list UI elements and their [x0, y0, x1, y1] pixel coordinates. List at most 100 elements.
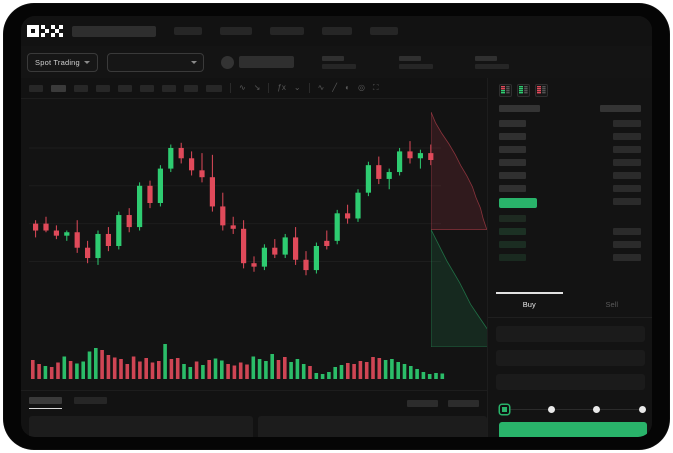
timeframe-6[interactable] [140, 84, 154, 92]
orderbook-ask-price[interactable] [499, 120, 526, 127]
nav-item-2[interactable] [220, 27, 252, 35]
orderbook-ask-size[interactable] [613, 120, 641, 127]
market-subheader: Spot Trading [21, 46, 652, 78]
top-navigation-bar [21, 16, 652, 46]
orders-tab-history[interactable] [74, 397, 107, 404]
tab-buy[interactable]: Buy [488, 292, 571, 317]
search-input[interactable] [72, 25, 156, 37]
place-buy-order-button[interactable] [499, 422, 647, 437]
orderbook-bid-price[interactable] [499, 228, 526, 235]
orders-action-2[interactable] [448, 399, 479, 407]
orderbook-mode-asks-icon[interactable] [535, 84, 548, 97]
bottom-panel-left[interactable] [29, 416, 253, 437]
order-price-field[interactable] [496, 350, 645, 366]
buy-sell-tabs: Buy Sell [488, 292, 652, 318]
orderbook-bid-price[interactable] [499, 241, 526, 248]
orderbook-bid-price[interactable] [499, 254, 526, 261]
coin-avatar [220, 55, 234, 69]
line-chart-icon[interactable]: ∿ [239, 83, 246, 92]
timeframe-3[interactable] [74, 84, 88, 92]
slider-step-3[interactable] [593, 405, 601, 413]
stat-block-2 [398, 55, 433, 69]
bottom-panel-right[interactable] [258, 416, 487, 437]
order-book-view-modes [488, 78, 652, 102]
bottom-panels [21, 416, 487, 437]
orders-tab-open[interactable] [29, 396, 62, 410]
timeframe-7[interactable] [162, 84, 176, 92]
stat-label [398, 55, 421, 61]
slider-step-2[interactable] [547, 405, 555, 413]
nav-item-5[interactable] [370, 27, 398, 35]
chart-canvas [29, 141, 445, 379]
slider-step-1[interactable] [500, 404, 509, 414]
timeframe-9[interactable] [206, 84, 222, 92]
stat-value [474, 63, 509, 69]
camera-icon[interactable]: ◐ [345, 83, 350, 92]
orderbook-ask-size[interactable] [613, 159, 641, 166]
indicators-icon[interactable]: ƒx [277, 83, 286, 92]
candlestick-chart[interactable] [21, 99, 487, 390]
orderbook-ask-size[interactable] [613, 146, 641, 153]
orderbook-ask-price[interactable] [499, 185, 526, 192]
orderbook-last-price-highlight [499, 198, 537, 208]
stat-value [321, 63, 356, 69]
order-amount-field[interactable] [496, 374, 645, 390]
screen: Spot Trading [21, 16, 652, 437]
stat-label [321, 55, 344, 61]
tab-sell[interactable]: Sell [571, 292, 653, 317]
stat-label [474, 55, 497, 61]
orders-panel-tabs [21, 390, 487, 415]
order-type-field[interactable] [496, 326, 645, 342]
timeframe-1[interactable] [29, 84, 43, 92]
okx-logo[interactable] [27, 25, 63, 37]
orderbook-ask-price[interactable] [499, 146, 526, 153]
fullscreen-icon[interactable]: ⛶ [372, 83, 379, 92]
orderbook-bid-size[interactable] [613, 241, 641, 248]
active-tab-indicator [29, 407, 62, 410]
orders-action-1[interactable] [407, 399, 438, 407]
orderbook-mode-bids-icon[interactable] [517, 84, 530, 97]
slider-track [505, 408, 641, 410]
wave-icon[interactable]: ∿ [317, 83, 325, 92]
timeframe-5[interactable] [118, 84, 132, 92]
toolbar-divider [230, 83, 231, 93]
spot-trading-dropdown[interactable]: Spot Trading [27, 52, 98, 72]
spot-trading-label: Spot Trading [35, 57, 80, 67]
orderbook-ask-size[interactable] [613, 198, 641, 205]
chart-toolbar: ∿ ↘ ƒx ⌄ ∿ ╱ ◐ ◎ ⛶ [21, 78, 487, 99]
orderbook-ask-size[interactable] [613, 133, 641, 140]
settings-icon[interactable]: ◎ [357, 83, 365, 92]
order-book-rows[interactable] [488, 105, 652, 290]
timeframe-4[interactable] [96, 84, 110, 92]
orderbook-ask-size[interactable] [613, 172, 641, 179]
ruler-icon[interactable]: ╱ [332, 83, 338, 92]
trading-pair-select[interactable] [106, 52, 204, 72]
orderbook-ask-size[interactable] [613, 185, 641, 192]
nav-item-1[interactable] [174, 27, 202, 35]
orderbook-ask-price[interactable] [499, 172, 526, 179]
orders-panel-actions [407, 399, 479, 407]
orderbook-ask-price[interactable] [499, 159, 526, 166]
nav-item-4[interactable] [322, 27, 352, 35]
chevron-down-icon [190, 60, 197, 64]
order-amount-slider[interactable] [500, 402, 647, 416]
orderbook-header-right [600, 105, 641, 112]
orderbook-bid-price[interactable] [499, 215, 526, 222]
orderbook-header-left [499, 105, 540, 112]
chevron-down-icon [83, 60, 90, 64]
stat-value [398, 63, 433, 69]
toolbar-divider [268, 83, 270, 93]
chevron-down-icon[interactable]: ⌄ [293, 83, 301, 92]
orderbook-ask-price[interactable] [499, 133, 526, 140]
timeframe-8[interactable] [184, 84, 198, 92]
stat-block-1 [321, 55, 356, 69]
orderbook-bid-size[interactable] [613, 228, 641, 235]
timeframe-2[interactable] [51, 84, 66, 92]
nav-item-3[interactable] [270, 27, 304, 35]
orderbook-bid-size[interactable] [613, 254, 641, 261]
orderbook-mode-both-icon[interactable] [499, 84, 512, 97]
order-book-panel: Buy Sell [487, 78, 652, 437]
slider-step-4[interactable] [639, 405, 647, 413]
trend-line-icon[interactable]: ↘ [253, 83, 261, 92]
device-bezel: Spot Trading [4, 4, 669, 449]
